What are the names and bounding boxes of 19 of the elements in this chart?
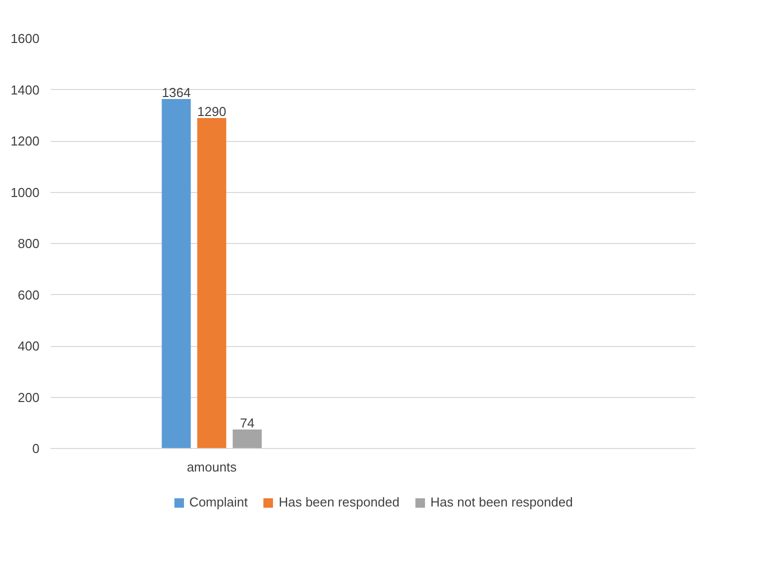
y-tick-label: 1000 <box>10 184 40 200</box>
data-label: 1364 <box>162 84 191 100</box>
y-tick-label: 400 <box>18 338 40 354</box>
y-tick-label: 600 <box>18 287 40 302</box>
legend-label: Has been responded <box>278 494 400 510</box>
legend-label: Has not been responded <box>430 494 573 510</box>
data-label: 1290 <box>197 104 226 119</box>
y-tick-label: 1400 <box>10 82 40 98</box>
y-tick-label: 0 <box>32 441 40 456</box>
x-tick-label: amounts <box>186 460 238 474</box>
y-tick-label: 1600 <box>10 31 40 46</box>
y-tick-label: 800 <box>18 236 40 251</box>
data-label: 74 <box>240 416 254 431</box>
bar <box>232 430 262 448</box>
bar <box>162 98 191 448</box>
legend-label: Complaint <box>189 494 248 510</box>
bar <box>197 118 226 448</box>
y-tick-label: 200 <box>18 390 40 405</box>
y-tick-label: 1200 <box>10 134 40 148</box>
